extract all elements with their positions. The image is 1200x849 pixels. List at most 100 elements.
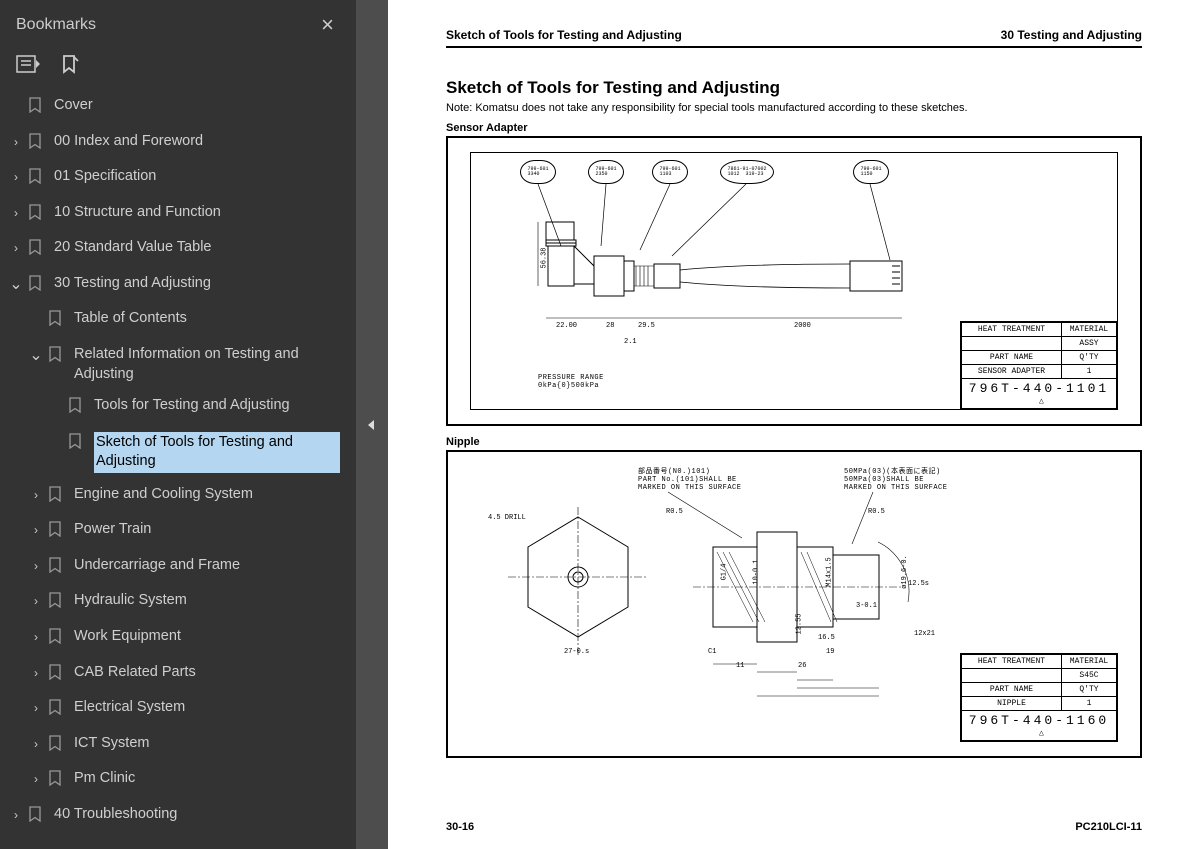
bookmark-label: 30 Testing and Adjusting <box>54 274 340 294</box>
bookmark-item[interactable]: › Electrical System <box>0 692 356 728</box>
bookmark-label: Hydraulic System <box>74 591 340 611</box>
document-page: Sketch of Tools for Testing and Adjustin… <box>388 0 1200 849</box>
bookmark-icon <box>28 274 46 298</box>
bookmark-icon <box>48 769 66 793</box>
bookmark-label: 00 Index and Foreword <box>54 132 340 152</box>
bookmark-label: Pm Clinic <box>74 769 340 789</box>
drawing-sensor-adapter: 799-601 3340 799-601 2350 799-601 1103 7… <box>446 136 1142 426</box>
chevron-right-icon[interactable]: › <box>8 132 24 150</box>
page-number: 30-16 <box>446 821 474 833</box>
bookmark-icon <box>48 663 66 687</box>
bookmark-icon <box>48 485 66 509</box>
find-bookmark-icon[interactable] <box>58 54 82 74</box>
model-number: PC210LCI-11 <box>1075 821 1142 833</box>
drawing1-subhead: Sensor Adapter <box>446 122 1142 134</box>
bookmark-item[interactable]: › Work Equipment <box>0 621 356 657</box>
bookmark-item[interactable]: › 20 Standard Value Table <box>0 232 356 268</box>
chevron-right-icon[interactable]: › <box>28 734 44 752</box>
page-title: Sketch of Tools for Testing and Adjustin… <box>446 78 1142 98</box>
bookmark-item[interactable]: › Undercarriage and Frame <box>0 550 356 586</box>
close-icon[interactable]: × <box>315 12 340 38</box>
bookmark-label: Engine and Cooling System <box>74 485 340 505</box>
bookmark-icon <box>28 132 46 156</box>
outline-settings-icon[interactable] <box>16 54 40 74</box>
bookmark-item[interactable]: › 01 Specification <box>0 161 356 197</box>
page-note: Note: Komatsu does not take any responsi… <box>446 102 1142 114</box>
sidebar-divider <box>356 0 388 849</box>
bookmark-item[interactable]: ›CAB Related Parts <box>0 657 356 693</box>
drawing2-subhead: Nipple <box>446 436 1142 448</box>
bookmark-item[interactable]: › Pm Clinic <box>0 763 356 799</box>
chevron-none <box>28 309 44 311</box>
chevron-right-icon[interactable]: › <box>28 485 44 503</box>
bookmarks-header: Bookmarks × <box>0 0 356 46</box>
bookmark-label: Undercarriage and Frame <box>74 556 340 576</box>
bookmark-item[interactable]: › Engine and Cooling System <box>0 479 356 515</box>
bookmark-icon <box>48 734 66 758</box>
bookmark-label: ICT System <box>74 734 340 754</box>
title-block-1: HEAT TREATMENTMATERIAL ASSY PART NAMEQ'T… <box>960 321 1118 410</box>
bookmark-icon <box>28 805 46 829</box>
bookmark-label: Work Equipment <box>74 627 340 647</box>
chevron-none <box>8 96 24 98</box>
chevron-right-icon[interactable]: › <box>8 203 24 221</box>
bookmark-icon <box>28 167 46 191</box>
bookmark-label: 20 Standard Value Table <box>54 238 340 258</box>
bookmark-item[interactable]: Table of Contents <box>0 303 356 339</box>
collapse-sidebar-icon[interactable] <box>368 420 374 430</box>
bookmark-label: Related Information on Testing and Adjus… <box>74 345 340 384</box>
bookmark-item[interactable]: › Power Train <box>0 514 356 550</box>
bookmark-icon <box>48 698 66 722</box>
chevron-right-icon[interactable]: › <box>28 663 44 681</box>
bookmark-icon <box>48 520 66 544</box>
chevron-none <box>48 396 64 398</box>
bookmark-icon <box>28 203 46 227</box>
chevron-none <box>48 432 64 434</box>
chevron-right-icon[interactable]: › <box>28 520 44 538</box>
bookmarks-panel: Bookmarks × Cover›00 Index and Foreword›… <box>0 0 356 849</box>
drawing-nipple: 4.5 DRILL 27-0.s 部品番号(N0.)101) PAR <box>446 450 1142 758</box>
chevron-right-icon[interactable]: › <box>8 167 24 185</box>
chevron-down-icon[interactable]: ⌄ <box>28 345 44 367</box>
chevron-right-icon[interactable]: › <box>28 769 44 787</box>
bookmark-item[interactable]: Tools for Testing and Adjusting <box>0 390 356 426</box>
running-head-right: 30 Testing and Adjusting <box>1001 28 1142 42</box>
bookmark-item[interactable]: ⌄ 30 Testing and Adjusting <box>0 268 356 304</box>
bookmark-label: Table of Contents <box>74 309 340 329</box>
chevron-right-icon[interactable]: › <box>8 805 24 823</box>
bookmark-item[interactable]: › Hydraulic System <box>0 585 356 621</box>
bookmark-icon <box>28 238 46 262</box>
chevron-down-icon[interactable]: ⌄ <box>8 274 24 296</box>
sensor-sketch <box>536 198 926 338</box>
page-running-head: Sketch of Tools for Testing and Adjustin… <box>446 28 1142 48</box>
bookmark-item[interactable]: ⌄ Related Information on Testing and Adju… <box>0 339 356 390</box>
bookmark-item[interactable]: › 00 Index and Foreword <box>0 126 356 162</box>
bookmark-icon <box>48 345 66 369</box>
bookmark-label: Cover <box>54 96 340 116</box>
chevron-right-icon[interactable]: › <box>8 238 24 256</box>
bookmark-label: 40 Troubleshooting <box>54 805 340 825</box>
document-viewport[interactable]: Sketch of Tools for Testing and Adjustin… <box>388 0 1200 849</box>
bookmark-item[interactable]: Sketch of Tools for Testing and Adjustin… <box>0 426 356 479</box>
bookmark-icon <box>28 96 46 120</box>
bookmark-icon <box>48 591 66 615</box>
bookmark-label: 01 Specification <box>54 167 340 187</box>
chevron-right-icon[interactable]: › <box>28 698 44 716</box>
page-footer: 30-16 PC210LCI-11 <box>446 821 1142 833</box>
chevron-right-icon[interactable]: › <box>28 556 44 574</box>
bookmark-label: Electrical System <box>74 698 340 718</box>
bookmark-icon <box>48 556 66 580</box>
title-block-2: HEAT TREATMENTMATERIAL S45C PART NAMEQ'T… <box>960 653 1118 742</box>
bookmark-icon <box>48 627 66 651</box>
chevron-right-icon[interactable]: › <box>28 627 44 645</box>
bookmark-label: Tools for Testing and Adjusting <box>94 396 340 416</box>
bookmark-item[interactable]: › ICT System <box>0 728 356 764</box>
chevron-right-icon[interactable]: › <box>28 591 44 609</box>
bookmark-icon <box>68 396 86 420</box>
bookmark-item[interactable]: › 40 Troubleshooting <box>0 799 356 835</box>
bookmarks-list[interactable]: Cover › 00 Index and Foreword › 01 Specifica… <box>0 86 356 849</box>
bookmark-label: Power Train <box>74 520 340 540</box>
bookmark-item[interactable]: › 10 Structure and Function <box>0 197 356 233</box>
bookmark-label: 10 Structure and Function <box>54 203 340 223</box>
bookmark-item[interactable]: Cover <box>0 90 356 126</box>
